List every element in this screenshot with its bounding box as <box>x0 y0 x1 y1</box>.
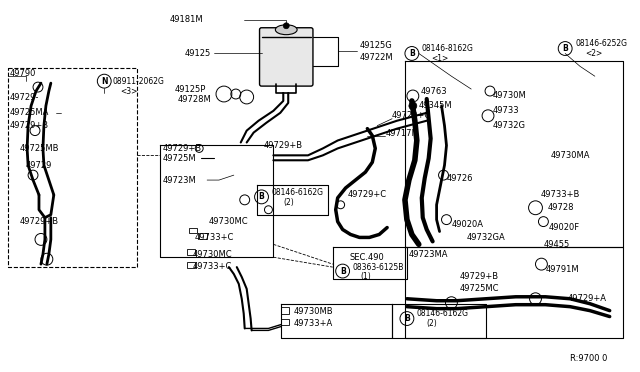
Text: 49723MA: 49723MA <box>409 250 449 259</box>
Text: 49729+C: 49729+C <box>348 190 387 199</box>
Text: 49455: 49455 <box>543 240 570 249</box>
Bar <box>189 228 197 234</box>
Text: 49020F: 49020F <box>548 223 579 232</box>
Bar <box>188 262 195 268</box>
Text: 08363-6125B: 08363-6125B <box>353 263 404 272</box>
Text: 08146-8162G: 08146-8162G <box>422 44 474 53</box>
Circle shape <box>409 102 417 110</box>
Text: 49722M: 49722M <box>360 53 393 62</box>
Text: 49125: 49125 <box>184 49 211 58</box>
Text: 08146-6162G: 08146-6162G <box>417 309 469 318</box>
Text: (2): (2) <box>284 198 294 207</box>
Text: B: B <box>340 267 346 276</box>
Text: 49733+B: 49733+B <box>540 190 580 199</box>
Text: 49729+A: 49729+A <box>567 294 606 303</box>
Text: 49728M: 49728M <box>177 96 211 105</box>
Text: 49730MA: 49730MA <box>550 151 590 160</box>
Text: 49020A: 49020A <box>451 220 483 229</box>
Text: 49730MC: 49730MC <box>209 217 249 226</box>
Circle shape <box>284 23 289 29</box>
Text: (2): (2) <box>427 319 438 328</box>
Text: 49729+B: 49729+B <box>10 121 49 130</box>
Text: 49125P: 49125P <box>175 84 206 94</box>
Text: 49181M: 49181M <box>170 15 203 24</box>
Text: 49730MC: 49730MC <box>192 250 232 259</box>
Text: 49728: 49728 <box>547 203 574 212</box>
Bar <box>188 249 195 255</box>
Text: 49791M: 49791M <box>545 264 579 273</box>
Text: SEC.490: SEC.490 <box>349 253 384 262</box>
Text: 49717M: 49717M <box>385 129 419 138</box>
Text: B: B <box>259 192 264 201</box>
Text: 49729+B: 49729+B <box>460 273 499 282</box>
Text: 49729+C: 49729+C <box>392 111 431 120</box>
Bar <box>282 307 289 314</box>
Text: B: B <box>409 49 415 58</box>
Text: 08911-2062G: 08911-2062G <box>112 77 164 86</box>
Text: 49733+C: 49733+C <box>192 262 232 270</box>
Text: B: B <box>404 314 410 323</box>
Text: 49725MC: 49725MC <box>460 284 499 294</box>
Text: 49730M: 49730M <box>493 92 527 100</box>
Bar <box>199 234 207 240</box>
Ellipse shape <box>275 25 297 35</box>
Text: 49723M: 49723M <box>163 176 196 185</box>
Text: 49732GA: 49732GA <box>467 233 505 242</box>
Text: 49729: 49729 <box>26 161 52 170</box>
Text: R:9700 0: R:9700 0 <box>570 354 607 363</box>
Text: 49125G: 49125G <box>360 41 392 50</box>
Text: 49729+B: 49729+B <box>19 217 58 226</box>
Text: 49729-: 49729- <box>10 93 38 102</box>
Bar <box>282 318 289 326</box>
Text: 49733+C: 49733+C <box>195 233 234 242</box>
Text: N: N <box>101 77 108 86</box>
Text: <2>: <2> <box>585 49 602 58</box>
Text: 08146-6252G: 08146-6252G <box>575 39 627 48</box>
Text: 49730MB: 49730MB <box>293 307 333 316</box>
FancyBboxPatch shape <box>260 28 313 86</box>
Text: 49790: 49790 <box>10 69 36 78</box>
Text: 49725M: 49725M <box>163 154 196 163</box>
Text: 49733: 49733 <box>493 106 520 115</box>
Text: 49733+A: 49733+A <box>293 319 332 328</box>
Text: B: B <box>563 44 568 53</box>
Text: 49725MA: 49725MA <box>10 108 49 117</box>
Text: 49763: 49763 <box>420 87 447 96</box>
Text: 49345M: 49345M <box>419 102 452 110</box>
Text: <1>: <1> <box>431 54 449 63</box>
Text: 49726: 49726 <box>447 174 473 183</box>
Text: <3>: <3> <box>120 87 138 96</box>
Text: 08146-6162G: 08146-6162G <box>271 189 323 198</box>
Text: (1): (1) <box>360 273 371 282</box>
Text: 49725MB: 49725MB <box>19 144 59 153</box>
Text: 49729+B: 49729+B <box>264 141 303 150</box>
Text: 49729+B: 49729+B <box>163 144 202 153</box>
Text: 49732G: 49732G <box>493 121 526 130</box>
